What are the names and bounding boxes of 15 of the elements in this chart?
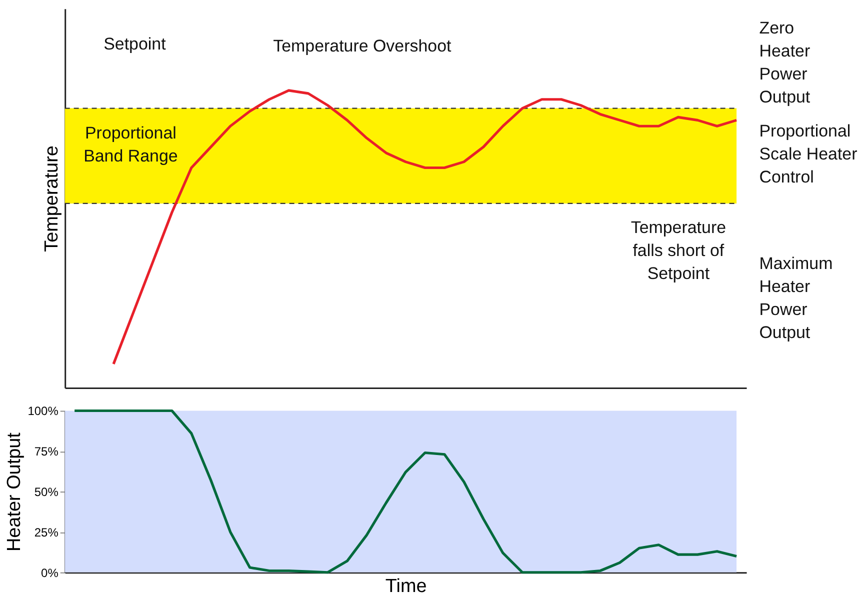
annotation: Temperature falls short of Setpoint [630,218,726,284]
text: Temperature Overshoot [273,36,452,56]
y-tick-label: 25% [34,525,59,540]
y-tick-label: 50% [34,485,59,500]
text: Maximum Heater Power Output [759,254,833,342]
band-label: Proportional Band Range [84,123,178,166]
y-tick-label: 100% [28,404,59,418]
text: Zero Heater Power Output [759,18,810,106]
y-tick-label: 75% [34,444,59,459]
x-axis-title: Time [385,576,427,597]
text: Proportional Scale Heater Control [759,121,858,186]
y-axis-title: Heater Output [4,432,25,552]
y-tick-label: 0% [41,566,59,580]
ref-line-label: Setpoint [104,34,166,54]
y-axis-title: Temperature [41,146,62,252]
